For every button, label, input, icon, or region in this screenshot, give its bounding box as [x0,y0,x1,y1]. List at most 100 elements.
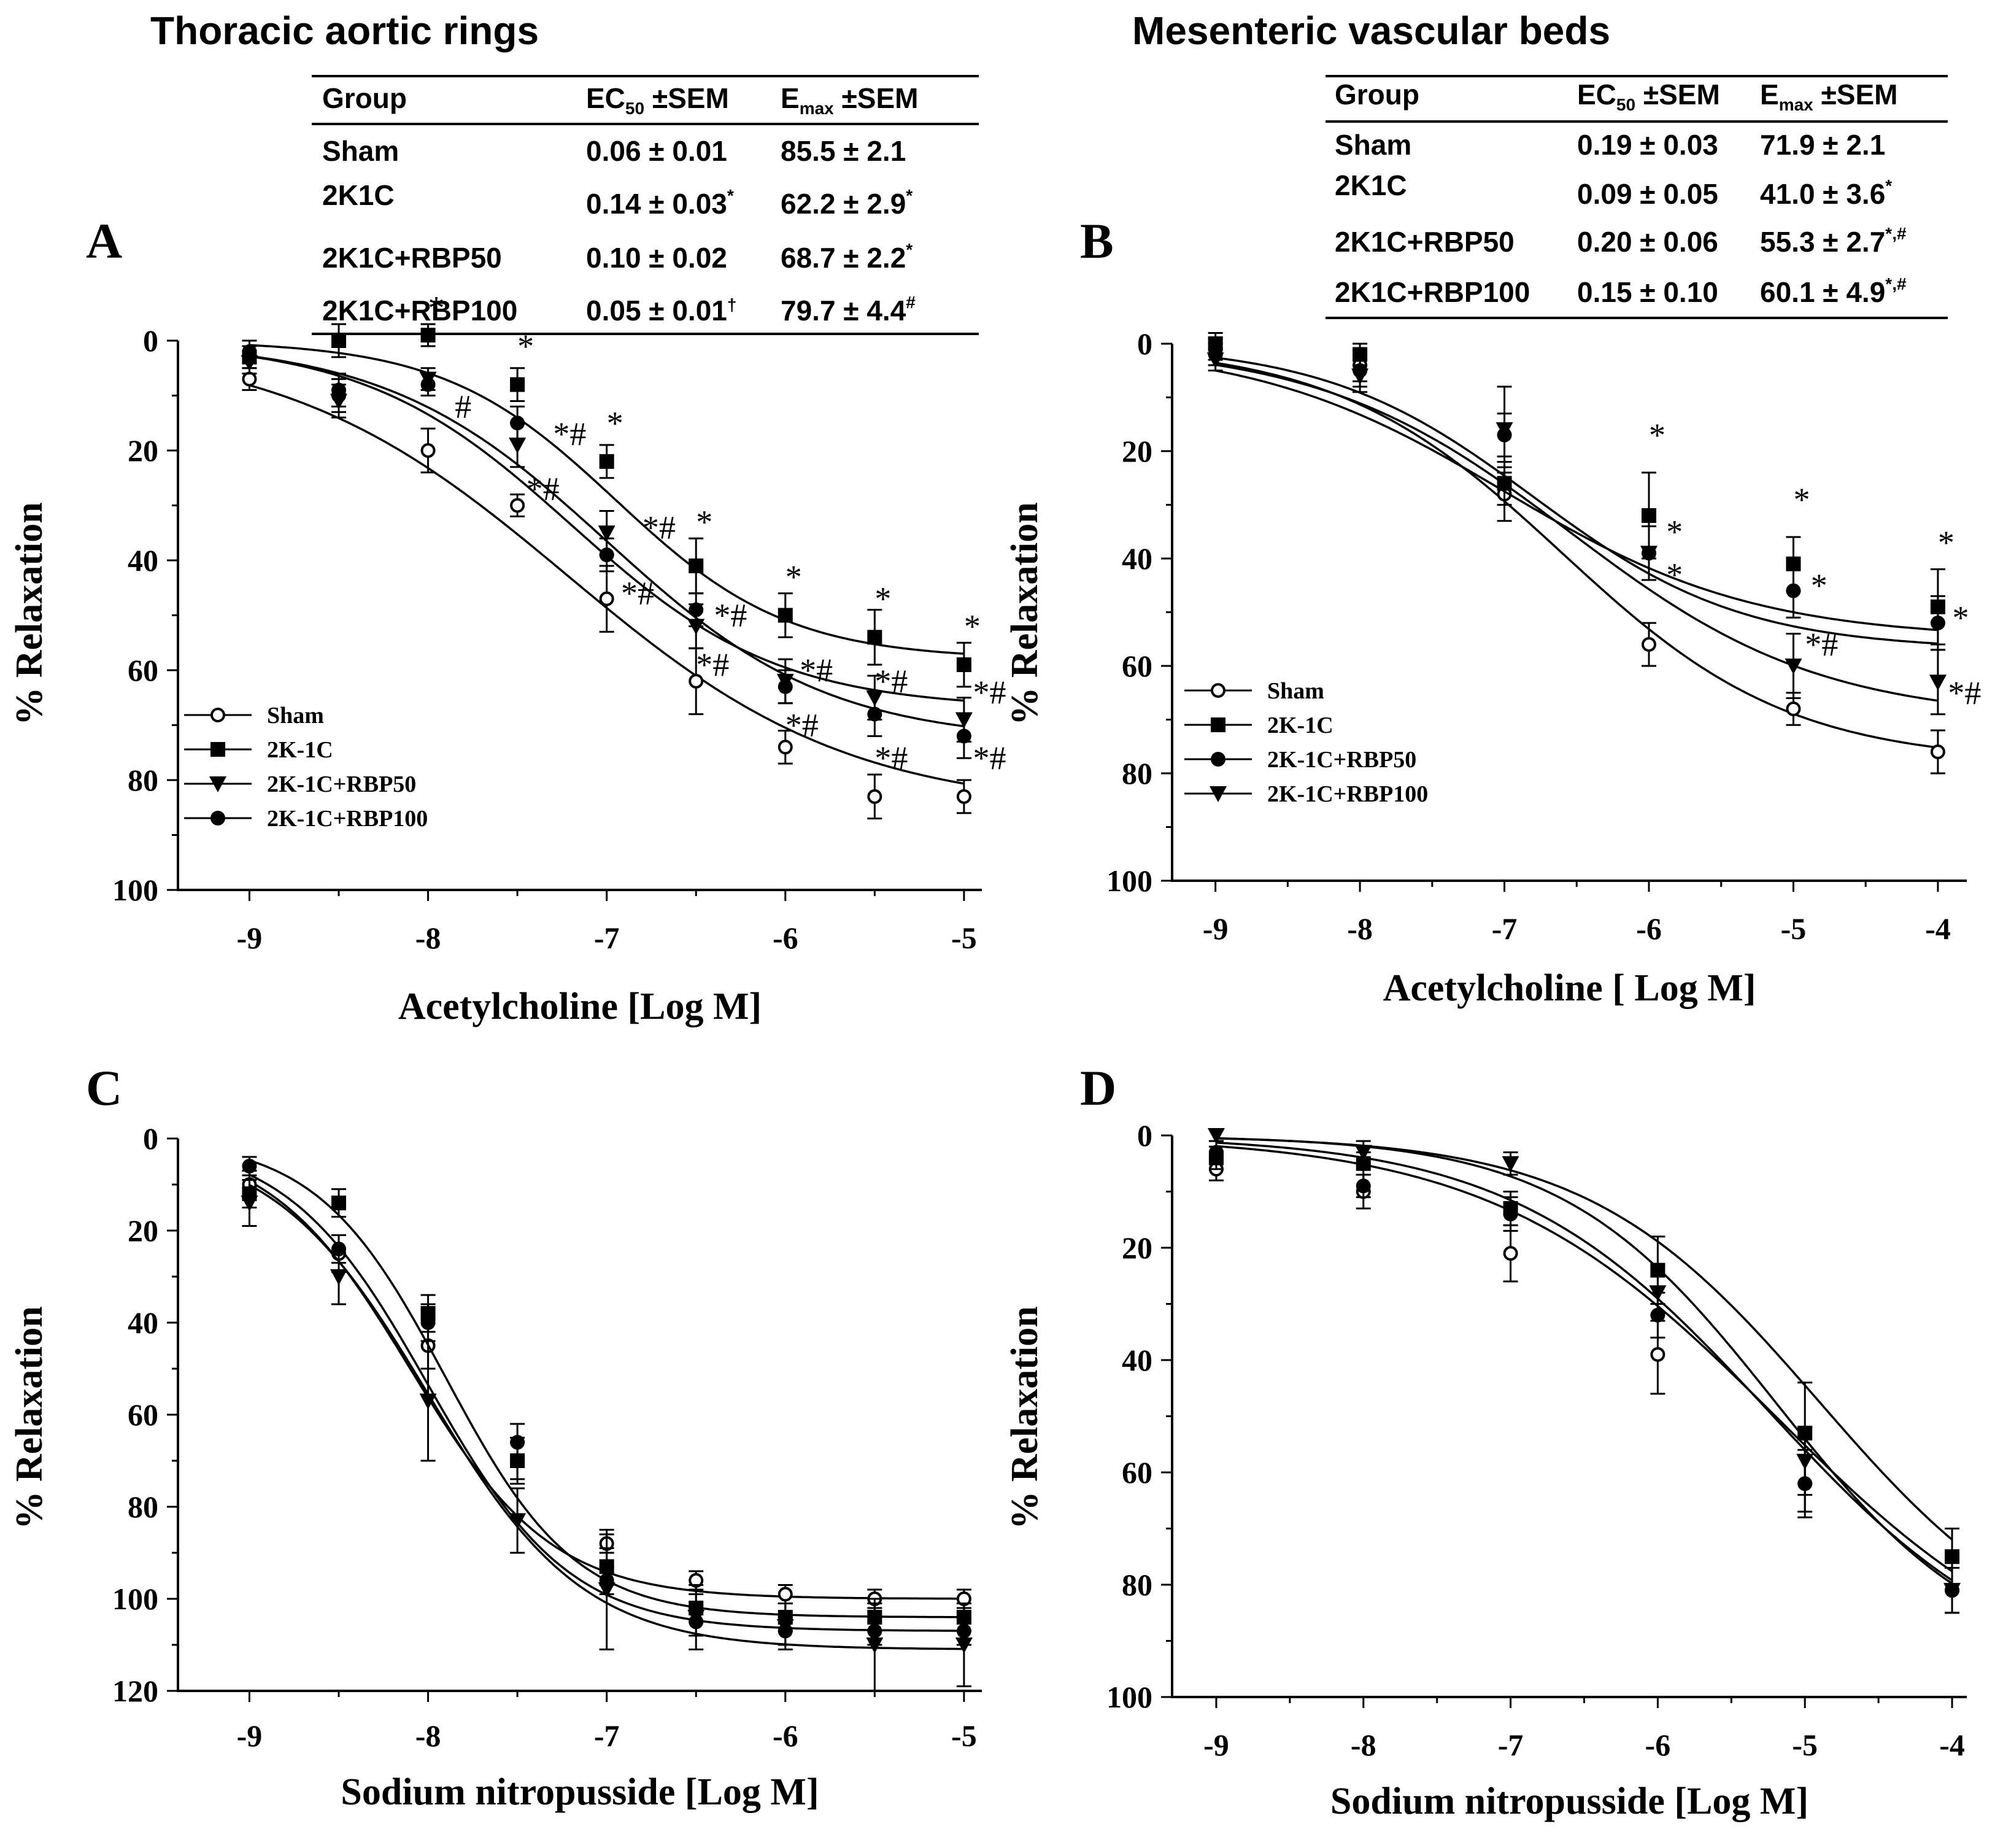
marker-sham [1503,1246,1518,1261]
marker-triangle [1207,1128,1225,1144]
y-tick-label: 100 [1106,1680,1152,1714]
table-cell: 2K1C+RBP50 [322,242,502,274]
marker-sham [778,740,793,755]
significance-annotation: * [1666,556,1683,593]
fit-curve [249,344,964,655]
x-tick-label: -8 [1347,911,1373,946]
x-tick-label: -6 [773,1718,798,1753]
marker-sham [1211,683,1225,698]
y-tick-label: 80 [128,1490,158,1524]
marker-sham [778,1587,793,1602]
y-tick-label: 20 [128,1213,158,1248]
table-cell: 0.14 ± 0.03* [586,186,734,220]
legend-label: Sham [1267,678,1324,704]
x-tick-label: -4 [1925,911,1951,946]
marker-circle [331,1242,346,1256]
marker-circle [420,377,436,392]
series-2k-1c [1208,1137,1960,1586]
significance-annotation: * [964,608,981,644]
significance-annotation: * [1811,567,1827,604]
significance-annotation: *# [874,663,908,700]
marker-sham [1930,744,1945,759]
marker-sham [510,498,525,513]
significance-annotation: *# [973,674,1006,711]
y-tick-label: 40 [128,543,158,578]
marker-sham [242,371,257,387]
y-tick-label: 60 [1122,1455,1152,1490]
marker-circle [1208,1145,1224,1160]
series-sham [1208,1145,1960,1614]
fit-curve [1215,357,1938,645]
y-tick-label: 40 [128,1305,158,1340]
marker-circle [867,706,882,722]
table-cell: 62.2 ± 2.9* [781,186,913,220]
table-cell: 0.10 ± 0.02 [586,242,727,274]
x-axis-label: Acetylcholine [Log M] [398,986,762,1027]
y-tick-label: 120 [112,1674,158,1708]
x-tick-label: -9 [237,1718,263,1753]
significance-annotation: # [455,388,471,425]
y-tick-label: 60 [1122,649,1152,683]
table-cell: 0.09 ± 0.05 [1577,178,1718,210]
table-cell: 68.7 ± 2.2* [781,240,913,274]
legend-label: 2K-1C+RBP50 [267,771,416,797]
table-cell: 85.5 ± 2.1 [781,135,906,167]
significance-annotation: * [874,581,891,617]
marker-circle [1797,1476,1813,1491]
y-axis-label: % Relaxation [1004,1306,1046,1529]
marker-square [1211,717,1225,732]
panel-c-thoracic-nitroprusside: C0 20 40 60 80 100 120 -9 -8 -7 -6 -5 Sodium nitropu… [9,1060,982,1813]
stats-table-thoracic: Group EC50 ±SEM Emax ±SEM Sham 0.06 ± 0.… [312,75,979,335]
x-tick-label: -5 [951,921,977,955]
marker-circle [778,1623,793,1639]
y-tick-label: 80 [128,763,158,797]
marker-triangle [1206,352,1224,369]
table-cell: Sham [1335,129,1411,161]
table-cell: 0.06 ± 0.01 [586,135,727,167]
x-tick-label: -4 [1939,1728,1965,1762]
table-cell: 0.05 ± 0.01† [586,295,736,327]
series-2k-1c-rbp50 [241,1179,973,1692]
y-tick-label: 100 [112,1582,158,1616]
table-cell: 2K1C [322,179,395,211]
y-tick-label: 0 [1137,1118,1152,1153]
table-header-group: Group [1335,79,1419,110]
fit-curve [1215,363,1939,702]
panel-b-mesenteric-acetylcholine: B 0 20 40 60 80 100 -9 -8 -7 -6 -5 -4 Acetylcholine [… [1004,213,1981,1009]
x-tick-label: -6 [1645,1728,1671,1762]
significance-annotation: *# [785,707,819,744]
y-tick-label: 100 [1106,864,1152,898]
marker-circle [1211,752,1225,767]
marker-triangle [209,776,226,792]
marker-sham [867,789,882,804]
y-tick-label: 80 [1122,1568,1152,1602]
y-tick-label: 0 [143,1121,158,1156]
legend-label: 2K-1C+RBP100 [267,806,428,832]
significance-annotation: * [1666,513,1683,550]
marker-sham [599,591,614,606]
series-2k-1c-rbp100 [1208,1140,1960,1614]
x-tick-label: -8 [415,1718,441,1753]
marker-square [210,742,225,757]
table-cell: 0.20 ± 0.06 [1577,226,1718,258]
marker-square [689,558,704,573]
marker-circle [956,729,971,744]
significance-annotation: * [1938,524,1955,561]
marker-square [867,630,882,645]
y-tick-label: 20 [1122,1231,1152,1265]
significance-annotation: *# [621,575,654,612]
significance-annotation: * [517,328,534,365]
fit-curve [1215,369,1939,632]
x-tick-label: -6 [773,921,798,955]
marker-circle [689,1614,704,1630]
legend: Sham 2K-1C 2K-1C+RBP50 2K-1C+RBP100 [1184,678,1428,807]
significance-annotation: *# [643,509,676,546]
x-axis-label: Sodium nitropusside [Log M] [341,1771,819,1813]
table-header-ec50: EC50 ±SEM [586,82,729,118]
marker-triangle [241,1196,258,1212]
table-header-emax: Emax ±SEM [1760,79,1897,114]
significance-annotation: *# [1805,626,1838,663]
marker-triangle [419,1393,437,1410]
y-tick-label: 20 [128,433,158,468]
